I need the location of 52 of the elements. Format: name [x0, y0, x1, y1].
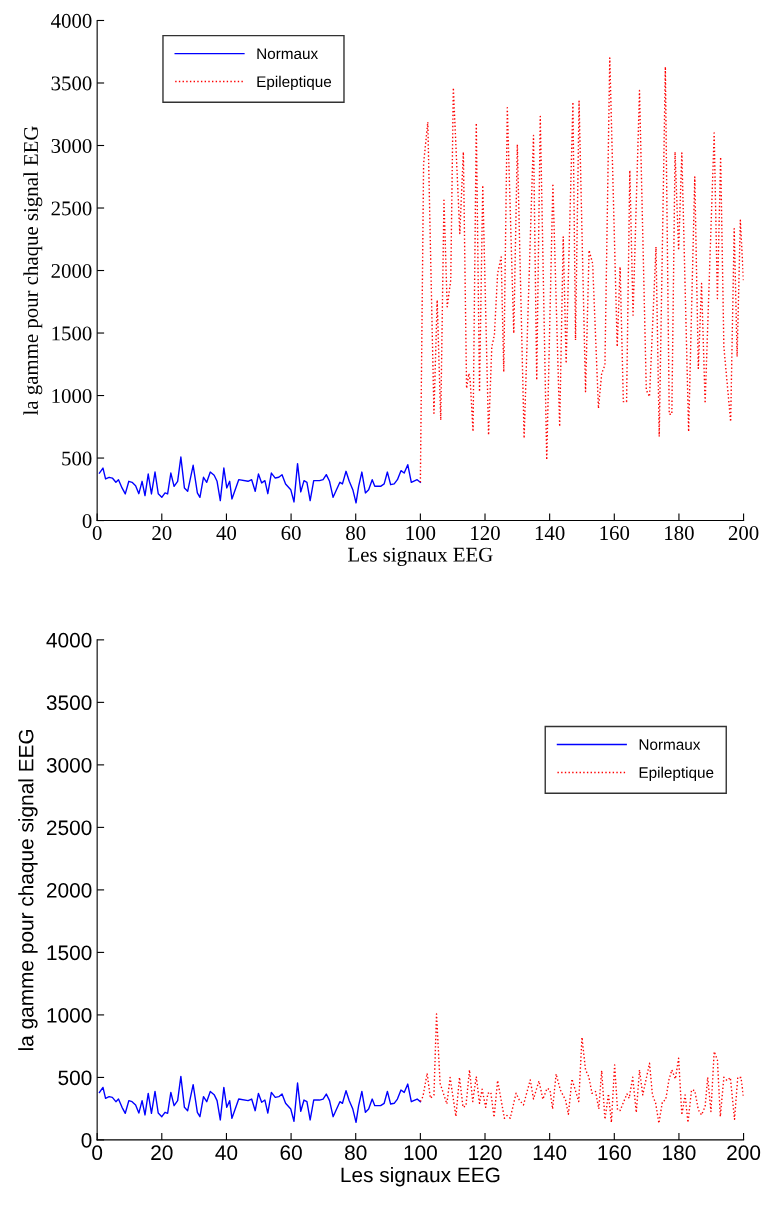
y-tick-label: 1500 [47, 945, 92, 961]
y-tick-label: 2500 [47, 820, 92, 836]
x-tick-label: 100 [404, 1145, 437, 1161]
x-tick-label: 140 [535, 526, 565, 541]
y-tick-label: 4000 [51, 13, 92, 28]
x-axis-title: Les signaux EEG [341, 1166, 500, 1187]
x-tick-label: 60 [280, 1145, 302, 1161]
y-tick-label: 3000 [46, 757, 92, 773]
y-tick-label: 4000 [46, 632, 92, 648]
y-axis-title: la gamme pour chaque signal EEG [23, 126, 43, 416]
y-tick-label: 2000 [47, 882, 92, 898]
x-tick-label: 160 [600, 526, 630, 541]
y-axis-title: la gamme pour chaque signal EEG [18, 729, 38, 1051]
line-series [98, 1075, 422, 1123]
y-tick-label: 1500 [52, 326, 92, 341]
x-axis-title: Les signaux EEG [348, 547, 493, 566]
x-tick-label: 180 [663, 1145, 696, 1161]
y-tick-label: 3500 [46, 695, 92, 711]
y-tick-label: 0 [81, 1132, 92, 1148]
x-tick-label: 160 [598, 1145, 631, 1161]
x-tick-label: 60 [281, 526, 301, 541]
x-tick-label: 120 [471, 526, 500, 541]
y-tick-label: 3000 [51, 138, 92, 153]
x-tick-label: 40 [216, 526, 237, 541]
legend-label: Normaux [639, 739, 701, 750]
y-tick-label: 2000 [51, 263, 92, 278]
x-tick-label: 40 [215, 1145, 238, 1161]
legend-label: Epileptique [639, 766, 714, 781]
x-tick-label: 80 [346, 526, 366, 541]
x-tick-label: 200 [727, 1145, 761, 1161]
x-tick-label: 120 [469, 1145, 502, 1161]
y-tick-label: 0 [82, 513, 92, 528]
y-tick-label: 1000 [47, 1007, 92, 1023]
x-tick-label: 20 [151, 1145, 173, 1161]
legend-label: Normaux [257, 48, 318, 60]
x-tick-label: 180 [665, 526, 694, 541]
line-series [98, 456, 422, 504]
line-series [419, 57, 744, 483]
x-tick-label: 140 [533, 1145, 567, 1161]
legend-label: Epileptique [257, 75, 332, 91]
y-tick-label: 3500 [51, 76, 92, 91]
x-tick-label: 200 [728, 526, 759, 541]
x-tick-label: 0 [92, 526, 102, 541]
y-tick-label: 1000 [52, 388, 92, 403]
x-tick-label: 80 [345, 1145, 367, 1161]
line-series [419, 1013, 744, 1124]
y-tick-label: 500 [58, 1070, 92, 1086]
y-tick-label: 500 [62, 451, 92, 466]
x-tick-label: 100 [406, 526, 436, 541]
y-tick-label: 2500 [51, 201, 92, 216]
x-tick-label: 0 [92, 1145, 103, 1161]
x-tick-label: 20 [152, 526, 172, 541]
